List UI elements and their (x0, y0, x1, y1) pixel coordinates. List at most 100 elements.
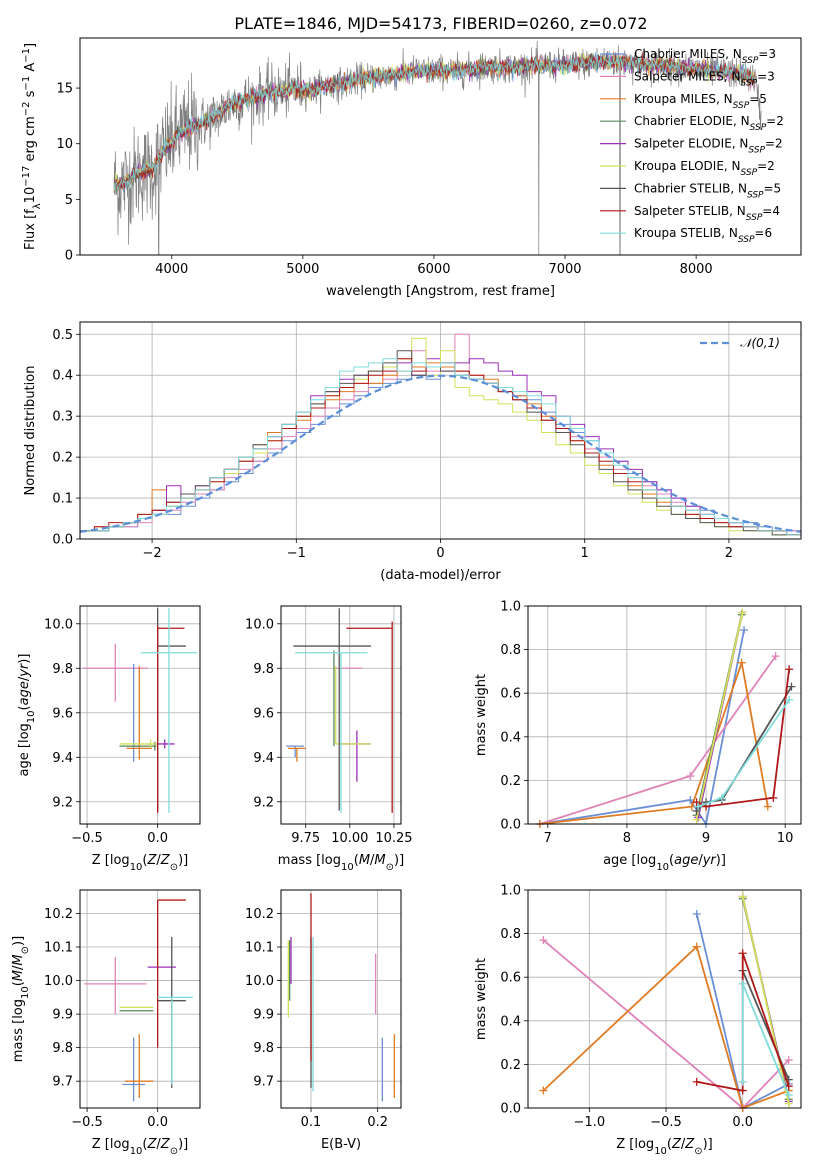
Z-mass-frame (79, 889, 201, 1109)
residuals-ylabel: Normed distribution (23, 366, 38, 496)
Z-weight-ytick-label: 0.8 (500, 927, 521, 942)
Z-mass-xlabel: Z [log10(Z/Z⊙)] (92, 1137, 189, 1157)
ebv-mass-axes: 0.1 0.2 9.7 9.8 9.9 10.0 10.1 10.2 E(B-V) (245, 889, 402, 1152)
Z-weight-ylabel: mass weight (474, 958, 489, 1040)
ebv-mass-ytick-label: 10.2 (245, 907, 274, 922)
age-weight-point-kroupa-miles (737, 658, 746, 667)
spectrum-ytick-label: 5 (65, 193, 73, 208)
age-weight-point-salpeter-miles (771, 652, 780, 661)
Z-age-xtick-label: −0.5 (71, 831, 103, 846)
Z-weight-point-kroupa-elodie (738, 892, 747, 901)
Z-age-ytick-label: 9.8 (52, 662, 73, 677)
age-weight-point-chabrier-stelib (692, 806, 701, 815)
ebv-mass-xtick-label: 0.1 (301, 1115, 322, 1130)
age-weight-point-kroupa-elodie (738, 608, 747, 617)
age-weight-point-chabrier-miles (740, 625, 749, 634)
Z-age-ytick-label: 9.2 (52, 795, 73, 810)
figure-title: PLATE=1846, MJD=54173, FIBERID=0260, z=0… (234, 14, 647, 33)
ebv-mass-ytick-label: 10.1 (245, 941, 274, 956)
Z-age-ytick-label: 9.6 (52, 706, 73, 721)
Z-mass-ylabel: mass [log10(M/M⊙)] (11, 936, 31, 1062)
Z-mass-ytick-label: 10.2 (44, 907, 73, 922)
Z-mass-ytick-label: 9.8 (52, 1041, 73, 1056)
Z-weight-point-salpeter-stelib (738, 1086, 747, 1095)
age-weight-ylabel: mass weight (474, 674, 489, 756)
ebv-mass-ytick-label: 9.7 (253, 1075, 274, 1090)
normal-curve (80, 374, 801, 533)
residuals-frame (79, 321, 802, 540)
age-weight-xtick-label: 8 (623, 831, 631, 846)
normal-legend-label: 𝒩(0,1) (740, 336, 780, 350)
legend-label-kroupa-stelib: Kroupa STELIB, NSSP=6 (634, 226, 772, 245)
Z-weight-point-salpeter-stelib (738, 949, 747, 958)
age-weight-ytick-label: 0.8 (500, 643, 521, 658)
Z-weight-ytick-label: 0.4 (500, 1014, 521, 1029)
spectrum-xtick-label: 8000 (680, 262, 713, 277)
Z-weight-frame (527, 889, 802, 1109)
ebv-mass-ytick-label: 10.0 (245, 974, 274, 989)
legend-label-salpeter-stelib: Salpeter STELIB, NSSP=4 (634, 204, 780, 223)
mass-age-xlabel: mass [log10(M/M⊙)] (278, 853, 404, 873)
mass-age-ytick-label: 10.0 (245, 617, 274, 632)
legend-label-kroupa-elodie: Kroupa ELODIE, NSSP=2 (634, 159, 775, 178)
Z-age-ytick-label: 10.0 (44, 617, 73, 632)
Z-weight-xtick-label: −1.0 (574, 1115, 606, 1130)
age-weight-xtick-label: 7 (544, 831, 552, 846)
residuals-xtick-label: 2 (725, 546, 733, 561)
mass-age-xtick-label: 10.00 (331, 831, 368, 846)
mass-age-ytick-label: 9.4 (253, 751, 274, 766)
Z-weight-line-kroupa-miles (542, 945, 790, 1108)
spectrum-axes: 4000 5000 6000 7000 8000 0 5 10 15 Chabrier MILES… (21, 37, 802, 299)
Z-weight-line-chabrier-stelib (741, 970, 790, 1081)
spectrum-xtick-label: 6000 (417, 262, 450, 277)
spectrum-model-kroupa-stelib (113, 50, 756, 191)
Z-weight-point-kroupa-stelib (738, 1077, 747, 1086)
Z-weight-point-kroupa-elodie (784, 1099, 793, 1108)
Z-weight-xtick-label: 0.0 (732, 1115, 753, 1130)
Z-weight-axes: −1.0 −0.5 0.0 0.0 0.2 0.4 0.6 0.8 1.0 Z [log10(Z/… (474, 884, 802, 1157)
Z-mass-xtick-label: 0.0 (147, 1115, 168, 1130)
residuals-ytick-label: 0.5 (52, 328, 73, 343)
age-weight-point-salpeter-stelib (769, 793, 778, 802)
age-weight-xtick-label: 10 (777, 831, 794, 846)
mass-age-frame (280, 605, 402, 825)
spectrum-xtick-label: 5000 (286, 262, 319, 277)
age-weight-point-kroupa-elodie (692, 815, 701, 824)
spectrum-xlabel: wavelength [Angstrom, rest frame] (326, 284, 555, 299)
age-weight-point-kroupa-stelib (717, 793, 726, 802)
legend-label-chabrier-miles: Chabrier MILES, NSSP=3 (634, 47, 776, 66)
legend-label-chabrier-stelib: Chabrier STELIB, NSSP=5 (634, 181, 781, 200)
residuals-xtick-label: 1 (581, 546, 589, 561)
residuals-ytick-label: 0.1 (52, 492, 73, 507)
Z-mass-ytick-label: 10.0 (44, 974, 73, 989)
ebv-mass-frame (280, 889, 402, 1109)
age-weight-point-chabrier-miles (686, 796, 695, 805)
age-weight-point-salpeter-miles (686, 772, 695, 781)
ebv-mass-xlabel: E(B-V) (321, 1137, 361, 1152)
Z-mass-ytick-label: 9.7 (52, 1075, 73, 1090)
age-weight-ytick-label: 0.0 (500, 818, 521, 833)
age-weight-line-chabrier-miles (539, 629, 745, 824)
age-weight-point-kroupa-stelib (785, 695, 794, 704)
ebv-mass-ytick-label: 9.8 (253, 1041, 274, 1056)
age-weight-line-salpeter-stelib (696, 669, 790, 808)
age-weight-point-kroupa-stelib (694, 802, 703, 811)
Z-age-axes: −0.5 0.0 9.2 9.4 9.6 9.8 10.0 Z [log10(Z/Z⊙)] ag… (17, 605, 201, 873)
legend-label-salpeter-elodie: Salpeter ELODIE, NSSP=2 (634, 137, 783, 156)
Z-age-xtick-label: 0.0 (147, 831, 168, 846)
Z-age-frame (79, 605, 201, 825)
age-weight-ytick-label: 0.2 (500, 774, 521, 789)
Z-weight-point-kroupa-miles (539, 1086, 548, 1095)
Z-weight-point-kroupa-miles (692, 942, 701, 951)
mass-age-xtick-label: 10.25 (375, 831, 412, 846)
legend-label-salpeter-miles: Salpeter MILES, NSSP=3 (634, 69, 775, 88)
Z-weight-point-kroupa-stelib (784, 1090, 793, 1099)
mass-age-axes: 9.75 10.00 10.25 9.2 9.4 9.6 9.8 10.0 mass [log1… (245, 605, 413, 873)
spectrum-frame (79, 37, 802, 256)
Z-weight-ytick-label: 0.2 (500, 1058, 521, 1073)
Z-weight-point-chabrier-miles (692, 909, 701, 918)
residuals-xtick-label: −2 (143, 546, 162, 561)
Z-weight-line-chabrier-miles (695, 913, 790, 1108)
residuals-ytick-label: 0.3 (52, 410, 73, 425)
residuals-xlabel: (data-model)/error (380, 568, 501, 583)
